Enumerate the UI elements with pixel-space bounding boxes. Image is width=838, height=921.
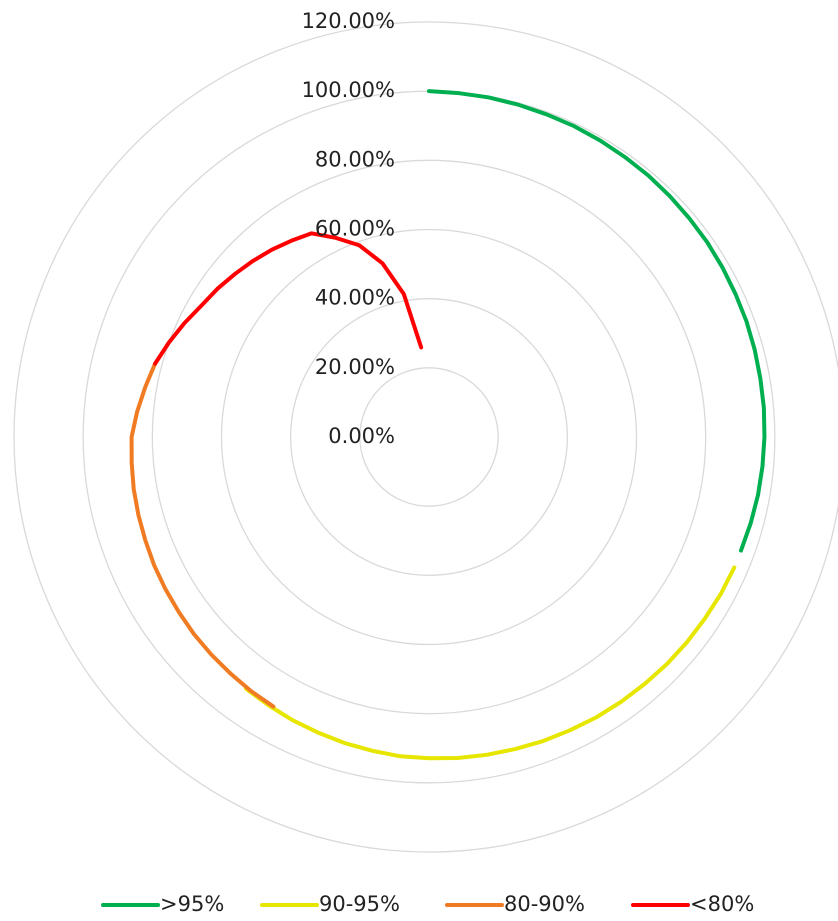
legend-label: <80%	[690, 892, 754, 916]
radial-tick-label: 0.00%	[328, 424, 395, 448]
radial-tick-label: 120.00%	[302, 9, 395, 33]
radial-tick-label: 20.00%	[315, 355, 395, 379]
legend-label: 80-90%	[504, 892, 585, 916]
grid-circle	[13, 21, 838, 853]
grid-circle	[151, 159, 707, 715]
radial-tick-label: 60.00%	[315, 217, 395, 241]
series-line	[427, 89, 767, 553]
series-line	[244, 565, 737, 761]
radial-tick-label: 80.00%	[315, 147, 395, 171]
radial-tick-label: 100.00%	[302, 78, 395, 102]
legend-label: 90-95%	[319, 892, 400, 916]
radial-tick-label: 40.00%	[315, 286, 395, 310]
series-line	[153, 231, 424, 366]
grid-circle	[290, 298, 568, 576]
series-line	[129, 361, 276, 709]
grid-circle	[359, 367, 499, 507]
grid-circle	[220, 228, 638, 646]
legend-label: >95%	[160, 892, 224, 916]
